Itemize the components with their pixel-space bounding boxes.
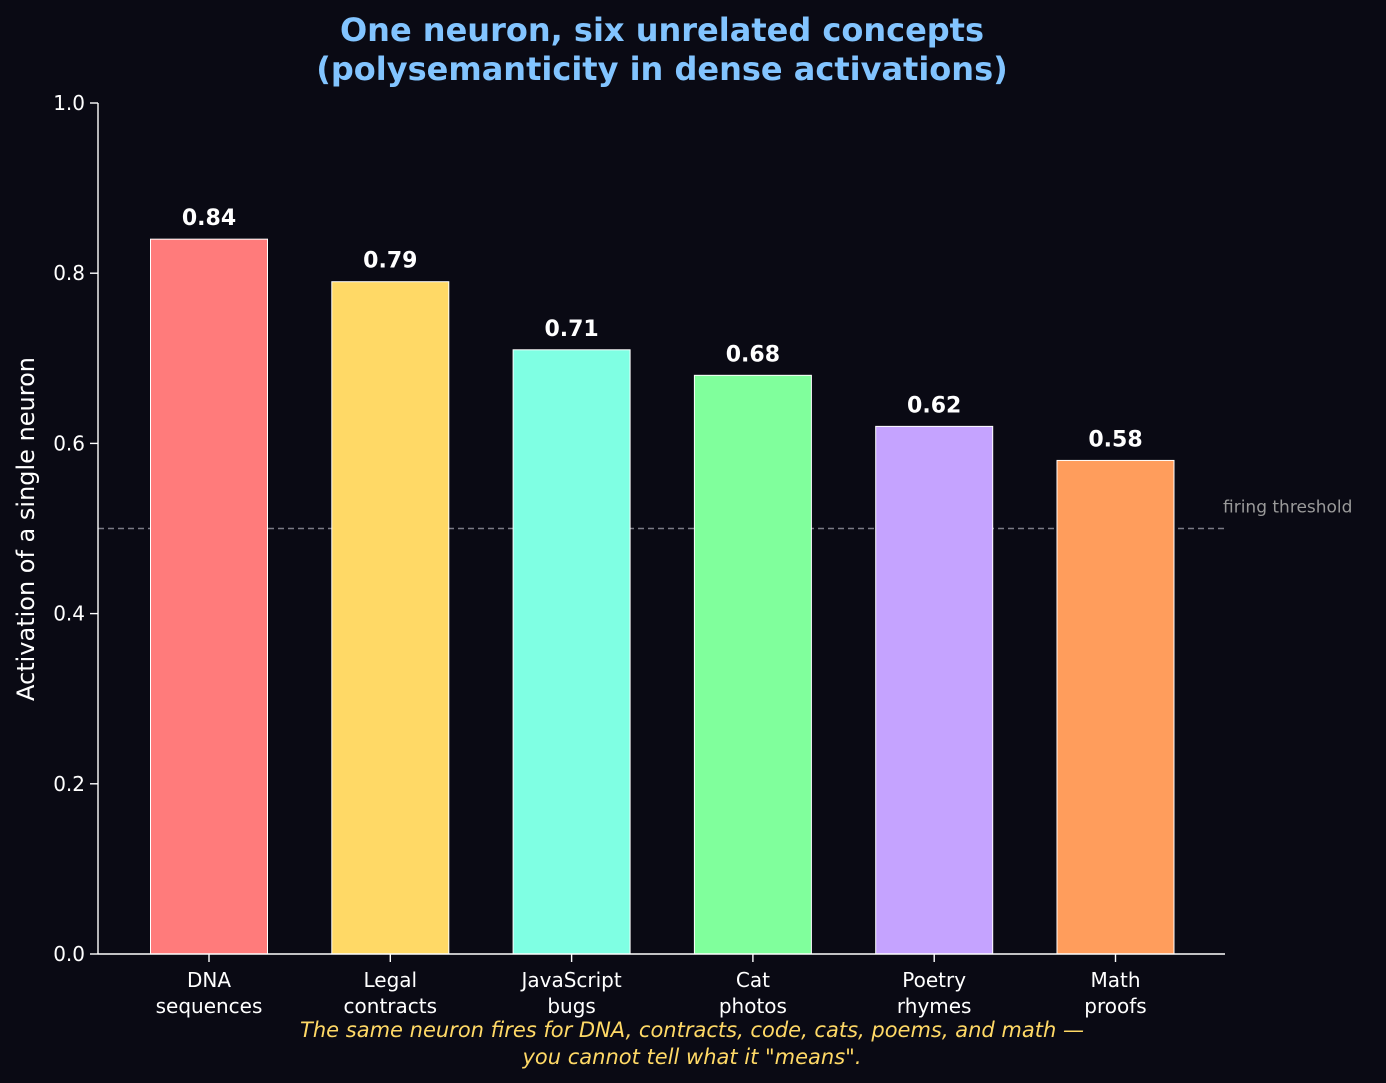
bar-value-label: 0.71 [544,317,598,342]
x-tick-label: Cat [736,968,770,992]
y-tick-label: 0.2 [53,772,85,796]
x-tick-label: JavaScript [519,968,621,992]
y-tick-label: 0.8 [53,261,85,285]
bars-layer [150,238,1175,955]
bar [512,349,631,955]
threshold-label: firing threshold [1223,498,1352,518]
chart-title-line-1: One neuron, six unrelated concepts [340,11,984,49]
bar [693,374,812,955]
y-tick-label: 0.4 [53,602,85,626]
x-tick-label: contracts [344,994,438,1018]
axes-layer [90,102,1225,962]
y-tick-label: 0.0 [53,942,85,966]
threshold-layer: firing threshold [98,498,1352,530]
bar-value-label: 0.79 [363,249,417,274]
bar-value-label: 0.58 [1088,427,1142,452]
x-tick-label: Poetry [902,968,966,992]
x-tick-label: sequences [156,994,263,1018]
bar-value-label: 0.68 [726,342,780,367]
x-tick-label: proofs [1084,994,1146,1018]
bar-value-label: 0.84 [182,206,236,231]
chart-title-line-2: (polysemanticity in dense activations) [316,50,1007,88]
y-tick-label: 1.0 [53,91,85,115]
bar [150,238,268,955]
bar-value-label: 0.62 [907,393,961,418]
bar [875,425,994,955]
y-tick-label: 0.6 [53,431,85,455]
x-tick-label: rhymes [897,994,972,1018]
y-axis-label: Activation of a single neuron [12,357,40,701]
caption-line-1: The same neuron fires for DNA, contracts… [300,1018,1084,1042]
x-tick-label: photos [719,994,787,1018]
bar [1056,459,1175,955]
bar [331,281,450,955]
x-tick-label: DNA [187,968,231,992]
caption-line-2: you cannot tell what it "means". [521,1045,861,1069]
x-tick-label: bugs [547,994,596,1018]
x-tick-label: Legal [363,968,417,992]
x-tick-label: Math [1090,968,1140,992]
